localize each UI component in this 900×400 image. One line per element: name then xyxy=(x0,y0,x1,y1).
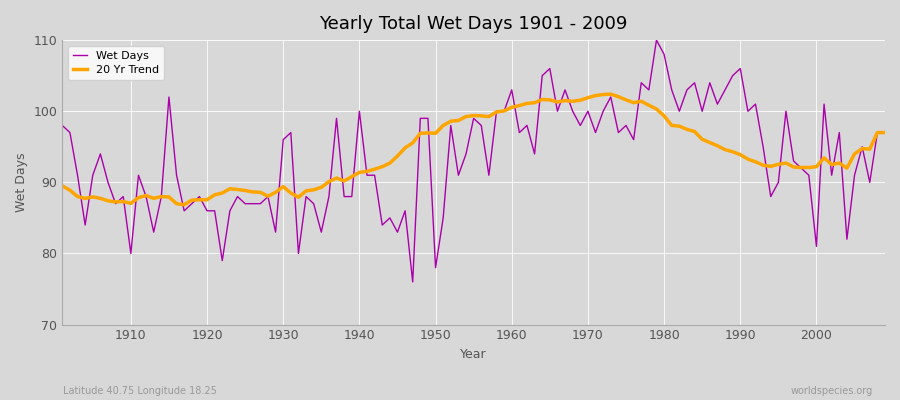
Wet Days xyxy=(285,130,296,135)
20 Yr Trend xyxy=(606,92,616,96)
Wet Days xyxy=(507,88,517,92)
Wet Days xyxy=(408,280,418,284)
Wet Days xyxy=(879,130,890,135)
Title: Yearly Total Wet Days 1901 - 2009: Yearly Total Wet Days 1901 - 2009 xyxy=(320,15,628,33)
Wet Days xyxy=(331,116,342,121)
Line: Wet Days: Wet Days xyxy=(62,40,885,282)
20 Yr Trend xyxy=(613,94,624,99)
20 Yr Trend xyxy=(293,195,304,200)
Wet Days xyxy=(606,95,616,100)
Wet Days xyxy=(57,123,68,128)
20 Yr Trend xyxy=(507,105,517,110)
Wet Days xyxy=(651,38,661,42)
Y-axis label: Wet Days: Wet Days xyxy=(15,152,28,212)
Text: Latitude 40.75 Longitude 18.25: Latitude 40.75 Longitude 18.25 xyxy=(63,386,217,396)
Wet Days xyxy=(514,130,525,135)
Text: worldspecies.org: worldspecies.org xyxy=(791,386,873,396)
Line: 20 Yr Trend: 20 Yr Trend xyxy=(62,94,885,205)
20 Yr Trend xyxy=(118,199,129,204)
20 Yr Trend xyxy=(514,103,525,108)
Wet Days xyxy=(118,194,129,199)
X-axis label: Year: Year xyxy=(460,348,487,361)
Legend: Wet Days, 20 Yr Trend: Wet Days, 20 Yr Trend xyxy=(68,46,165,80)
20 Yr Trend xyxy=(879,130,890,135)
20 Yr Trend xyxy=(57,184,68,188)
20 Yr Trend xyxy=(179,202,190,207)
20 Yr Trend xyxy=(338,178,349,183)
